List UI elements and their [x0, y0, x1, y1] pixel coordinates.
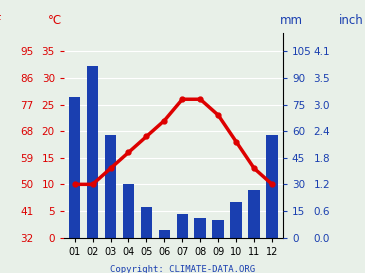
Text: °C: °C: [48, 14, 62, 26]
Bar: [123, 184, 134, 238]
Bar: [266, 135, 278, 238]
Text: mm: mm: [280, 14, 303, 26]
Bar: [87, 66, 99, 238]
Bar: [195, 218, 206, 238]
Bar: [248, 190, 260, 238]
Bar: [230, 202, 242, 238]
Bar: [177, 215, 188, 238]
Text: °F: °F: [0, 14, 2, 26]
Text: inch: inch: [338, 14, 363, 26]
Bar: [212, 220, 224, 238]
Bar: [105, 135, 116, 238]
Text: Copyright: CLIMATE-DATA.ORG: Copyright: CLIMATE-DATA.ORG: [110, 265, 255, 273]
Bar: [158, 230, 170, 238]
Bar: [69, 97, 80, 238]
Bar: [141, 207, 152, 238]
